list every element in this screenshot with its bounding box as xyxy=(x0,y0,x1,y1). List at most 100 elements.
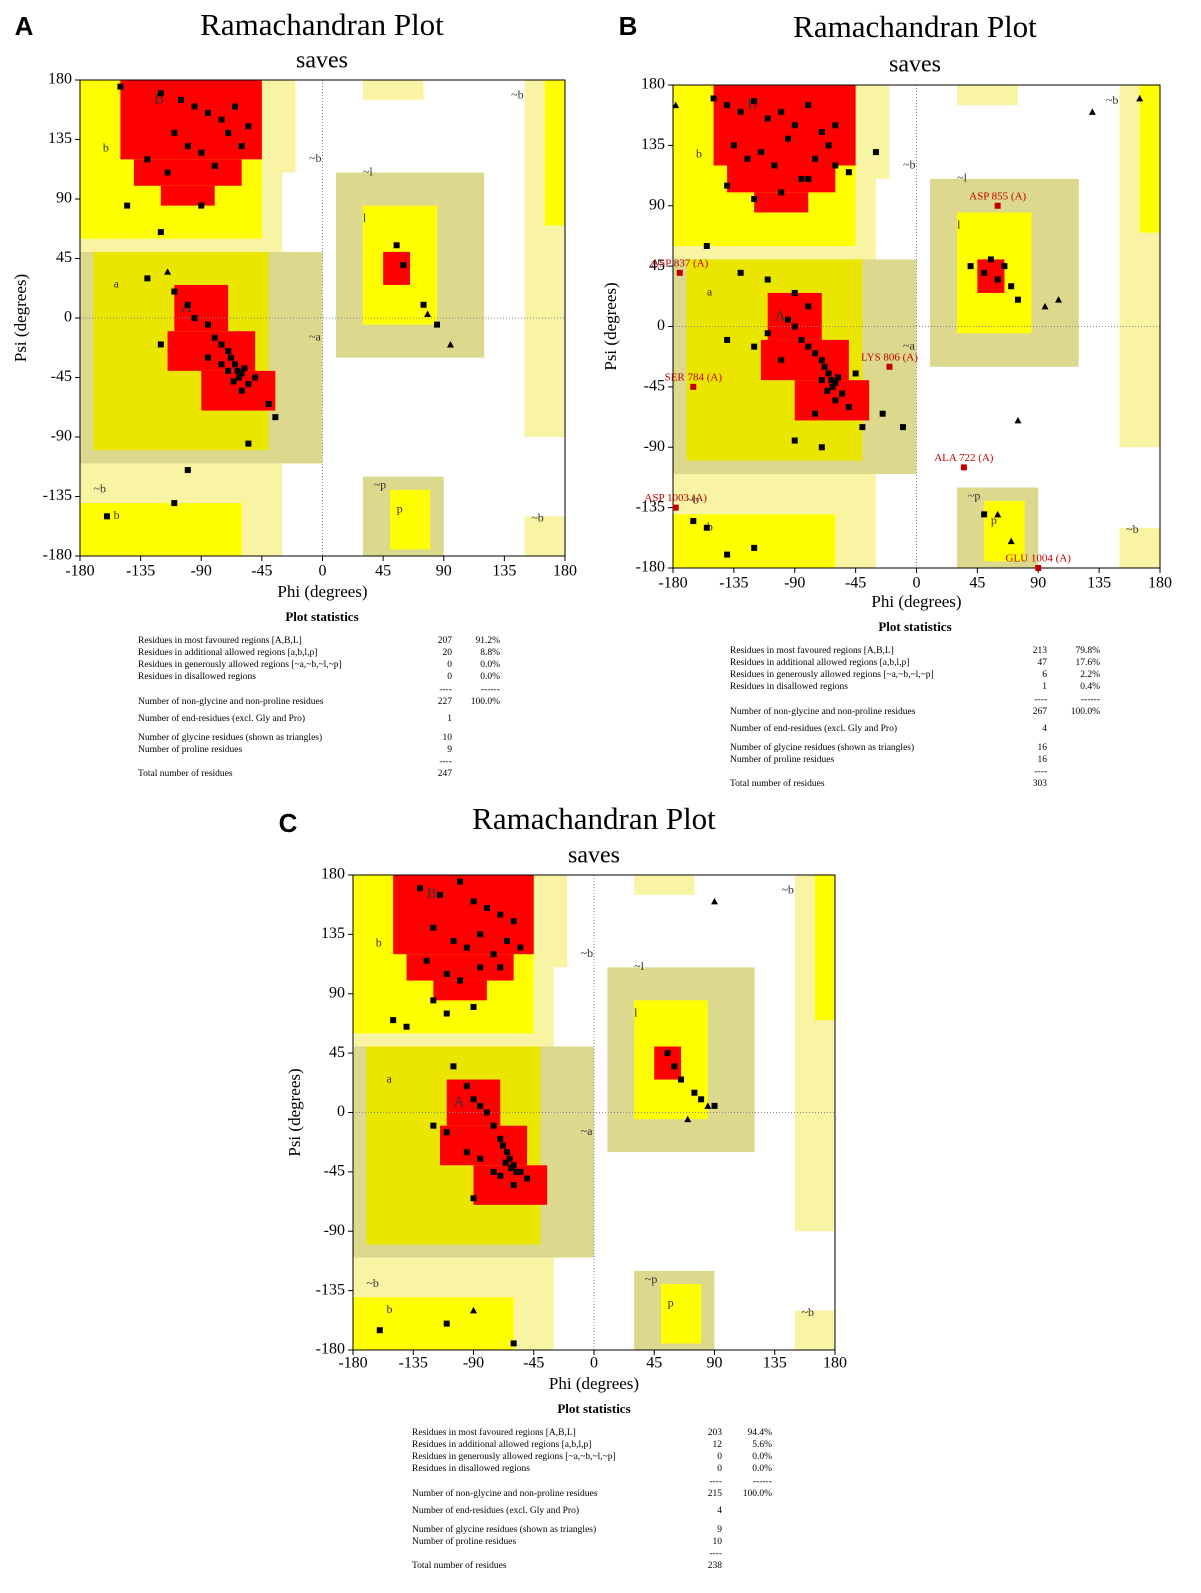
y-tick-label: -90 xyxy=(644,438,665,455)
residue-point xyxy=(376,1327,383,1334)
stats-count: 16 xyxy=(1038,755,1048,765)
residue-point xyxy=(791,122,798,129)
region xyxy=(660,1284,702,1344)
region-label: l xyxy=(634,1005,638,1019)
residue-point xyxy=(470,1096,477,1103)
glycine-point xyxy=(1088,108,1096,115)
region-label: ~b xyxy=(1126,522,1139,536)
region xyxy=(1139,85,1160,233)
stats-count: 267 xyxy=(1033,707,1048,717)
chart-title: Ramachandran Plot xyxy=(472,801,716,836)
residue-point xyxy=(157,341,164,348)
stats-count: 227 xyxy=(438,697,453,707)
residue-point xyxy=(171,129,178,136)
y-tick-label: 180 xyxy=(321,866,345,883)
residue-point xyxy=(812,350,819,357)
residue-point xyxy=(245,440,252,447)
residue-point xyxy=(225,348,232,355)
x-tick-label: -90 xyxy=(191,563,212,580)
y-axis-label: Psi (degrees) xyxy=(601,282,620,370)
residue-point xyxy=(703,243,710,249)
x-tick-label: -90 xyxy=(463,1355,484,1372)
region-label: ~b xyxy=(802,1305,815,1319)
residue-point xyxy=(265,400,272,407)
region-label: ~b xyxy=(1106,93,1119,107)
x-tick-label: 0 xyxy=(319,563,327,580)
residue-point xyxy=(430,997,437,1004)
stats-count: 9 xyxy=(447,745,452,755)
stats-count: 1 xyxy=(447,714,452,724)
residue-point xyxy=(457,878,464,885)
residue-point xyxy=(490,951,497,958)
residue-point xyxy=(218,116,225,123)
stats-percent: ------ xyxy=(481,685,500,695)
residue-point xyxy=(524,1175,531,1182)
region xyxy=(544,80,565,226)
stats-count: 10 xyxy=(713,1537,723,1547)
residue-point xyxy=(506,1155,513,1162)
x-tick-label: 90 xyxy=(436,563,452,580)
glycine-point xyxy=(470,1306,477,1314)
residue-point xyxy=(191,103,198,110)
residue-point xyxy=(171,288,178,295)
stats-label: Residues in additional allowed regions [… xyxy=(138,648,317,658)
residue-point xyxy=(832,122,839,129)
region-label: b xyxy=(696,147,702,161)
stats-label: Residues in most favoured regions [A,B,L… xyxy=(138,635,302,646)
residue-point xyxy=(845,169,852,176)
region xyxy=(1119,527,1160,568)
region xyxy=(393,875,534,955)
stats-count: 0 xyxy=(717,1464,722,1474)
y-tick-label: 180 xyxy=(48,71,72,88)
stats-count: 4 xyxy=(717,1506,722,1516)
residue-point xyxy=(510,918,517,925)
y-tick-label: 0 xyxy=(337,1103,345,1120)
region-label: A xyxy=(181,300,192,316)
region-label: b xyxy=(376,935,382,949)
region-label: ~l xyxy=(634,959,644,973)
stats-label: Total number of residues xyxy=(412,1560,507,1571)
residue-point xyxy=(238,143,245,150)
residue-point xyxy=(171,500,178,507)
stats-count: 215 xyxy=(708,1489,723,1499)
residue-point xyxy=(490,1122,497,1129)
region-label: A xyxy=(453,1095,464,1111)
residue-point xyxy=(499,1142,506,1149)
residue-point xyxy=(416,885,423,892)
region-label: ~p xyxy=(374,478,387,492)
y-tick-label: -45 xyxy=(324,1163,345,1180)
residue-point xyxy=(470,898,477,905)
stats-label: Residues in generously allowed regions [… xyxy=(138,660,342,670)
stats-count: ---- xyxy=(1034,695,1047,705)
residue-point xyxy=(845,404,852,410)
stats-label: Residues in generously allowed regions [… xyxy=(412,1452,616,1462)
residue-point xyxy=(204,110,211,117)
x-axis-label: Phi (degrees) xyxy=(871,592,961,611)
x-tick-label: -90 xyxy=(784,575,805,592)
stats-label: Residues in generously allowed regions [… xyxy=(730,670,934,680)
residue-point xyxy=(676,269,683,276)
chart-subtitle: saves xyxy=(568,843,620,869)
residue-point xyxy=(981,269,988,276)
region xyxy=(957,85,1018,106)
stats-title: Plot statistics xyxy=(285,609,358,624)
stats-count: 16 xyxy=(1038,743,1048,753)
residue-point xyxy=(839,390,846,397)
stats-percent: 5.6% xyxy=(752,1440,772,1450)
residue-point xyxy=(994,276,1001,283)
residue-label: ASP 837 (A) xyxy=(651,257,708,269)
glycine-point xyxy=(1007,537,1015,545)
residue-point xyxy=(825,370,832,377)
residue-point xyxy=(241,365,248,372)
residue-point xyxy=(672,504,679,511)
region xyxy=(174,284,229,332)
stats-percent: 100.0% xyxy=(1071,707,1100,717)
residue-point xyxy=(1035,565,1042,571)
stats-percent: 79.8% xyxy=(1075,646,1100,656)
region-label: a xyxy=(707,285,713,299)
region-label: ~p xyxy=(968,489,981,503)
x-tick-label: -135 xyxy=(719,575,748,592)
stats-label: Residues in disallowed regions xyxy=(730,682,848,692)
region-label: p xyxy=(397,501,403,515)
region xyxy=(160,185,215,206)
